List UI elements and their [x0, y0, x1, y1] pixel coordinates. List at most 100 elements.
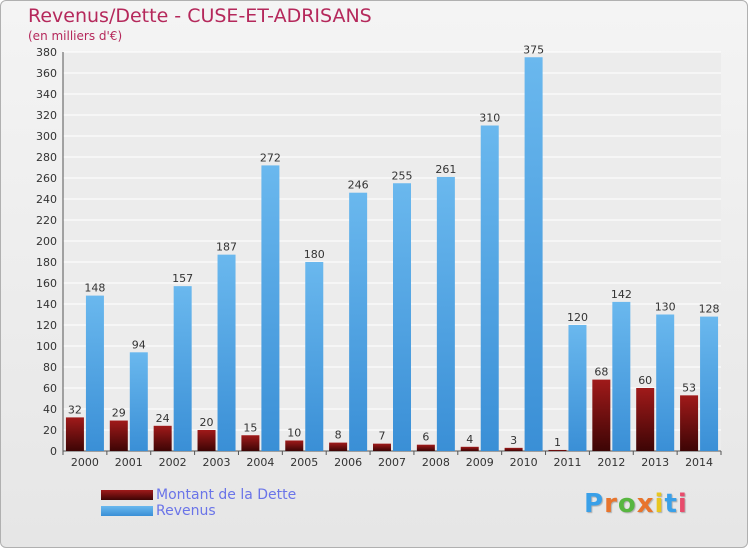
data-label-debt: 24 — [156, 412, 170, 425]
x-tick-label: 2005 — [290, 456, 318, 469]
data-label-debt: 4 — [466, 433, 473, 446]
bar-debt — [241, 435, 260, 451]
y-tick-label: 140 — [36, 298, 57, 311]
bar-debt — [592, 379, 611, 451]
bar-debt — [416, 444, 435, 451]
bar-revenue — [612, 301, 631, 451]
bar-revenue — [217, 254, 236, 451]
x-tick-label: 2002 — [159, 456, 187, 469]
bar-revenue — [85, 295, 104, 451]
bar-revenue — [480, 125, 499, 451]
logo-letter: i — [654, 489, 665, 519]
bar-debt — [109, 420, 128, 451]
y-tick-label: 120 — [36, 319, 57, 332]
logo-letter: P — [584, 489, 605, 519]
y-tick-label: 260 — [36, 172, 57, 185]
proxiti-logo: Proxiti — [584, 489, 688, 519]
bar-debt — [636, 388, 655, 451]
bar-revenue — [700, 316, 719, 451]
x-tick-label: 2000 — [71, 456, 99, 469]
plot-area — [63, 52, 721, 451]
data-label-debt: 3 — [510, 434, 517, 447]
data-label-revenue: 130 — [655, 301, 676, 314]
data-label-revenue: 94 — [132, 338, 146, 351]
chart-title: Revenus/Dette - CUSE-ET-ADRISANS — [28, 5, 372, 27]
y-tick-label: 80 — [43, 361, 57, 374]
data-label-revenue: 375 — [523, 43, 544, 56]
data-label-debt: 6 — [422, 431, 429, 444]
data-label-revenue: 148 — [84, 282, 105, 295]
y-tick-label: 200 — [36, 235, 57, 248]
data-label-revenue: 120 — [567, 311, 588, 324]
bar-revenue — [173, 286, 192, 451]
x-tick-label: 2007 — [378, 456, 406, 469]
x-tick-label: 2008 — [422, 456, 450, 469]
bar-debt — [329, 442, 348, 451]
bar-revenue — [436, 176, 455, 451]
data-label-debt: 20 — [200, 416, 214, 429]
y-tick-label: 40 — [43, 403, 57, 416]
data-label-revenue: 142 — [611, 288, 632, 301]
data-label-revenue: 255 — [392, 169, 413, 182]
x-tick-label: 2009 — [466, 456, 494, 469]
data-label-debt: 53 — [682, 381, 696, 394]
bar-debt — [285, 440, 304, 451]
data-label-debt: 68 — [594, 366, 608, 379]
x-tick-label: 2004 — [246, 456, 274, 469]
y-tick-label: 380 — [36, 46, 57, 59]
y-tick-label: 340 — [36, 88, 57, 101]
bar-revenue — [656, 314, 675, 451]
logo-letter: t — [664, 489, 678, 519]
bar-revenue — [349, 192, 368, 451]
y-tick-label: 160 — [36, 277, 57, 290]
logo-letter: o — [617, 489, 637, 519]
y-tick-label: 180 — [36, 256, 57, 269]
chart-subtitle: (en milliers d'€) — [28, 29, 123, 43]
data-label-revenue: 157 — [172, 272, 193, 285]
data-label-revenue: 128 — [699, 303, 720, 316]
data-label-revenue: 272 — [260, 151, 281, 164]
data-label-debt: 1 — [554, 436, 561, 449]
bar-revenue — [393, 183, 411, 451]
x-tick-label: 2014 — [685, 456, 713, 469]
bar-debt — [548, 449, 567, 451]
bar-debt — [504, 447, 523, 451]
x-tick-label: 2001 — [115, 456, 143, 469]
y-tick-label: 60 — [43, 382, 57, 395]
y-tick-label: 360 — [36, 67, 57, 80]
data-label-debt: 60 — [638, 374, 652, 387]
logo-letter: x — [636, 489, 655, 519]
data-label-revenue: 310 — [479, 112, 500, 125]
y-tick-label: 100 — [36, 340, 57, 353]
y-tick-label: 0 — [50, 445, 57, 458]
data-label-debt: 8 — [335, 429, 342, 442]
legend-swatch-revenue — [101, 506, 153, 516]
x-tick-label: 2010 — [510, 456, 538, 469]
bar-debt — [65, 417, 84, 451]
legend-label-revenue: Revenus — [156, 503, 216, 519]
y-tick-label: 320 — [36, 109, 57, 122]
bar-revenue — [568, 325, 587, 451]
x-tick-label: 2013 — [641, 456, 669, 469]
y-tick-label: 20 — [43, 424, 57, 437]
bar-debt — [153, 425, 172, 451]
logo-letter: r — [604, 489, 618, 519]
y-tick-label: 240 — [36, 193, 57, 206]
data-label-revenue: 261 — [435, 163, 456, 176]
data-label-debt: 29 — [112, 407, 126, 420]
bar-revenue — [129, 352, 148, 451]
x-tick-label: 2006 — [334, 456, 362, 469]
data-label-revenue: 187 — [216, 241, 237, 254]
x-tick-label: 2012 — [597, 456, 625, 469]
bar-debt — [460, 446, 479, 451]
data-label-debt: 7 — [379, 430, 386, 443]
data-label-debt: 10 — [287, 427, 301, 440]
data-label-debt: 15 — [243, 421, 257, 434]
x-tick-label: 2011 — [553, 456, 581, 469]
bar-debt — [197, 430, 216, 451]
y-tick-label: 300 — [36, 130, 57, 143]
data-label-debt: 32 — [68, 403, 82, 416]
bar-revenue — [524, 57, 543, 451]
